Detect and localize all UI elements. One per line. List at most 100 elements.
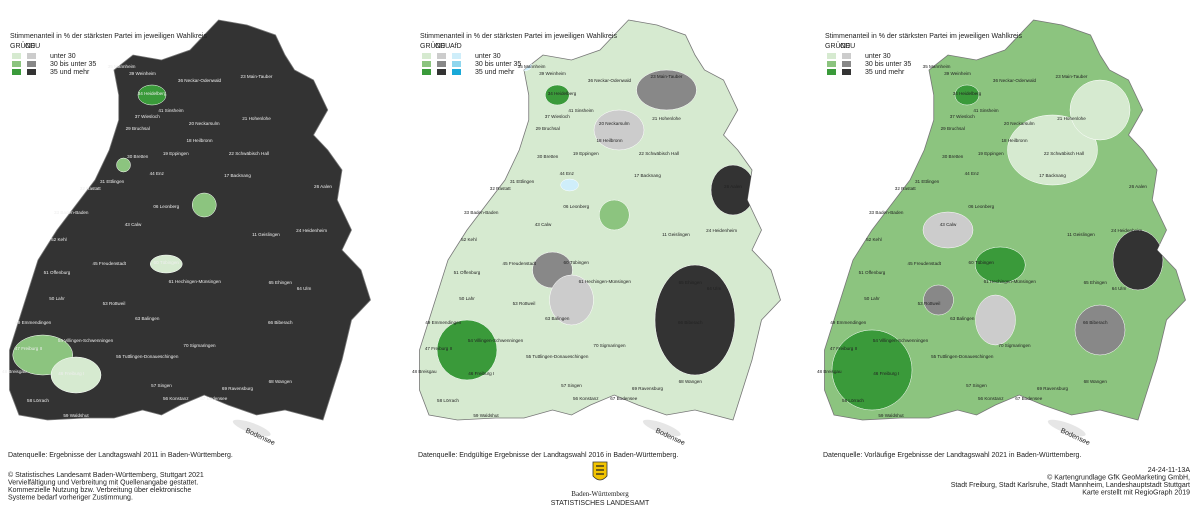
district-label: 67 Bodensee — [200, 396, 228, 401]
district-label: 44 Enz — [150, 171, 165, 176]
district-label: 63 Balingen — [545, 316, 570, 321]
legend-swatch — [27, 69, 36, 75]
district-label: 61 Hechingen-Münsingen — [169, 279, 222, 284]
district-label: 52 Kehl — [461, 237, 477, 242]
district-area — [599, 199, 630, 231]
district-label: 33 Baden-Baden — [54, 210, 89, 215]
district-label: 49 Emmendingen — [830, 320, 866, 325]
district-label: 56 Konstanz — [978, 396, 1004, 401]
district-label: 34 Heidelberg — [548, 91, 577, 96]
district-label: 17 Backnang — [224, 173, 251, 178]
district-label: 59 Waldshut — [473, 413, 499, 418]
legend-swatch — [422, 53, 431, 59]
district-label: 49 Emmendingen — [425, 320, 461, 325]
district-label: 45 Freudenstadt — [503, 261, 537, 266]
district-label: 48 Breisgau — [2, 369, 27, 374]
legend-row-label: 30 bis unter 35 — [475, 61, 521, 68]
district-label: 55 Tuttlingen-Donaueschingen — [526, 354, 589, 359]
legend-row-label: unter 30 — [475, 53, 501, 60]
district-label: 57 Singen — [966, 383, 987, 388]
district-label: 44 Enz — [560, 171, 575, 176]
district-area — [560, 178, 579, 192]
district-label: 60 Tübingen — [564, 260, 590, 265]
logo-sub: STATISTISCHES LANDESAMT — [551, 500, 650, 507]
district-label: 11 Geislingen — [662, 232, 690, 237]
district-area — [116, 157, 131, 173]
district-label: 21 Hohenlohe — [1057, 116, 1086, 121]
legend-swatch — [827, 69, 836, 75]
legend-party: CDU — [25, 43, 40, 50]
district-label: 51 Offenburg — [44, 270, 71, 275]
legend-swatch — [437, 61, 446, 67]
district-label: 54 Villingen-Schwenningen — [468, 338, 524, 343]
district-label: 19 Eppingen — [978, 151, 1004, 156]
district-label: 18 Heilbronn — [596, 138, 622, 143]
district-label: 47 Freiburg II — [830, 346, 857, 351]
district-label: 37 Wiesloch — [545, 114, 570, 119]
district-label: 35 Mannheim — [518, 64, 546, 69]
district-label: 66 Biberach — [1083, 320, 1108, 325]
credit: 24-24-11-13A — [1148, 467, 1191, 474]
district-label: 37 Wiesloch — [950, 114, 975, 119]
district-area — [654, 264, 736, 376]
district-label: 52 Kehl — [51, 237, 67, 242]
legend-row-label: 35 und mehr — [865, 69, 905, 76]
district-label: 32 Rastatt — [80, 186, 102, 191]
legend-swatch — [12, 61, 21, 67]
district-label: 59 Waldshut — [878, 413, 904, 418]
district-area — [1112, 229, 1164, 291]
district-area — [1069, 79, 1131, 141]
district-area — [636, 69, 697, 111]
district-label: 24 Heidenheim — [1111, 228, 1142, 233]
lake — [232, 419, 271, 437]
legend-row-label: 30 bis unter 35 — [865, 61, 911, 68]
district-area — [922, 211, 974, 249]
legend-party: GRÜNE — [420, 42, 446, 50]
district-label: 51 Offenburg — [454, 270, 481, 275]
legend-swatch — [827, 53, 836, 59]
credit: © Kartengrundlage GfK GeoMarketing GmbH, — [1047, 474, 1190, 482]
district-label: 06 Leonberg — [153, 204, 179, 209]
district-label: 23 Main-Tauber — [1056, 74, 1088, 79]
district-area — [150, 254, 183, 274]
legend-swatch — [27, 61, 36, 67]
district-label: 22 Schwäbisch Hall — [1044, 151, 1084, 156]
legend-party: AfD — [450, 43, 462, 50]
district-label: 47 Freiburg II — [425, 346, 452, 351]
district-areas — [831, 79, 1164, 411]
district-label: 69 Ravensburg — [632, 386, 664, 391]
district-area — [593, 109, 645, 151]
district-label: 29 Bruchsal — [536, 126, 560, 131]
logo-name: Baden-Württemberg — [571, 490, 629, 498]
legend-title: Stimmenanteil in % der stärksten Partei … — [825, 33, 1022, 40]
legend-swatch — [422, 61, 431, 67]
district-label: 64 Ulm — [297, 286, 312, 291]
district-areas — [12, 84, 217, 394]
district-area — [975, 294, 1016, 346]
district-label: 20 Neckarsulm — [1004, 121, 1035, 126]
district-label: 31 Ettlingen — [100, 179, 125, 184]
legend-row-label: 30 bis unter 35 — [50, 61, 96, 68]
district-area — [1074, 304, 1126, 356]
district-label: 61 Hechingen-Münsingen — [579, 279, 632, 284]
district-area — [549, 274, 594, 326]
district-label: 32 Rastatt — [490, 186, 512, 191]
district-label: 63 Balingen — [135, 316, 160, 321]
district-label: 43 Calw — [535, 222, 552, 227]
district-label: 55 Tuttlingen-Donaueschingen — [116, 354, 179, 359]
district-area — [923, 284, 954, 316]
district-label: 67 Bodensee — [1015, 396, 1043, 401]
district-label: 69 Ravensburg — [1037, 386, 1069, 391]
legend-row-label: unter 30 — [865, 53, 891, 60]
district-label: 35 Mannheim — [923, 64, 951, 69]
district-label: 68 Wangen — [1084, 379, 1108, 384]
logo-arms — [592, 461, 608, 481]
district-label: 70 Sigmaringen — [593, 343, 626, 348]
district-area — [710, 164, 756, 216]
district-label: 11 Geislingen — [252, 232, 280, 237]
district-label: 64 Ulm — [1112, 286, 1127, 291]
district-label: 18 Heilbronn — [186, 138, 212, 143]
district-label: 48 Breisgau — [412, 369, 437, 374]
legend-party: CDU — [840, 43, 855, 50]
copyright: Kommerzielle Nutzung bzw. Verbreitung üb… — [8, 487, 191, 494]
